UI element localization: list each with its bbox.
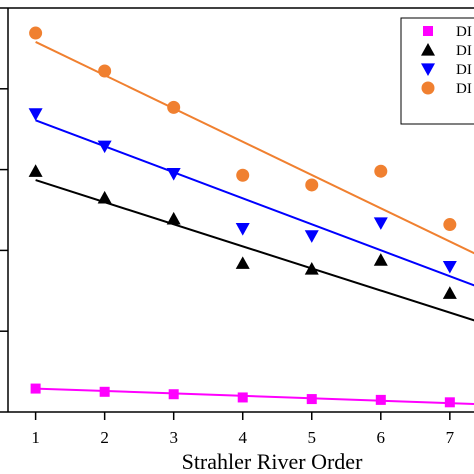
trend-line-triangle-down [35, 119, 474, 287]
legend-box [400, 17, 474, 125]
legend-marker-triangle-down [421, 63, 435, 76]
x-tick-label: 1 [31, 428, 40, 447]
data-point-triangle-up [235, 256, 250, 269]
legend-marker-square [423, 26, 433, 36]
x-tick-label: 6 [377, 428, 386, 447]
data-point-triangle-up [28, 164, 43, 177]
data-point-circle [29, 26, 43, 40]
data-point-triangle-down [235, 222, 250, 236]
trend-line-triangle-up [35, 179, 474, 322]
legend-label: DI [456, 62, 472, 78]
data-point-triangle-up [97, 190, 112, 204]
data-point-circle [305, 178, 319, 192]
legend-label: DI [456, 24, 472, 40]
legend: DI DI DI DI [400, 17, 474, 125]
data-point-square [99, 386, 110, 397]
x-tick-label: 2 [100, 428, 109, 447]
x-tick-label: 3 [169, 428, 178, 447]
data-point-triangle-up [166, 211, 181, 225]
legend-marker-triangle-up [421, 43, 435, 56]
data-point-triangle-down [97, 140, 112, 154]
series-square [30, 383, 474, 408]
ticks-layer: 1 2 3 4 5 6 7 [0, 7, 455, 447]
data-point-circle [167, 100, 181, 114]
trend-line-square [35, 387, 474, 405]
x-tick-label: 7 [446, 428, 455, 447]
data-point-triangle-up [373, 253, 388, 266]
data-point-square [306, 394, 317, 405]
data-point-triangle-down [442, 260, 457, 274]
x-tick-label: 4 [238, 428, 247, 447]
legend-label: DI [456, 81, 472, 97]
data-point-triangle-down [304, 230, 319, 243]
data-point-triangle-down [373, 217, 388, 230]
plot-frame [7, 7, 474, 413]
data-point-square [237, 392, 248, 403]
data-point-triangle-down [166, 168, 181, 181]
data-point-triangle-down [28, 108, 43, 121]
data-point-triangle-up [304, 261, 319, 275]
series-layer [28, 26, 474, 408]
series-circle [29, 26, 474, 255]
legend-marker-circle [421, 81, 435, 95]
data-point-square [30, 383, 41, 394]
legend-label: DI [456, 43, 472, 59]
data-point-triangle-up [442, 286, 457, 299]
x-axis-title: Strahler River Order [182, 449, 363, 474]
data-point-circle [236, 168, 250, 182]
data-point-circle [98, 64, 112, 78]
trend-line-circle [35, 41, 474, 255]
series-triangle-up [28, 164, 474, 322]
data-point-square [444, 397, 455, 408]
series-triangle-down [28, 108, 474, 287]
data-point-square [168, 389, 179, 400]
data-point-circle [443, 218, 457, 232]
data-point-circle [374, 164, 388, 178]
data-point-square [375, 394, 386, 405]
x-tick-label: 5 [308, 428, 317, 447]
